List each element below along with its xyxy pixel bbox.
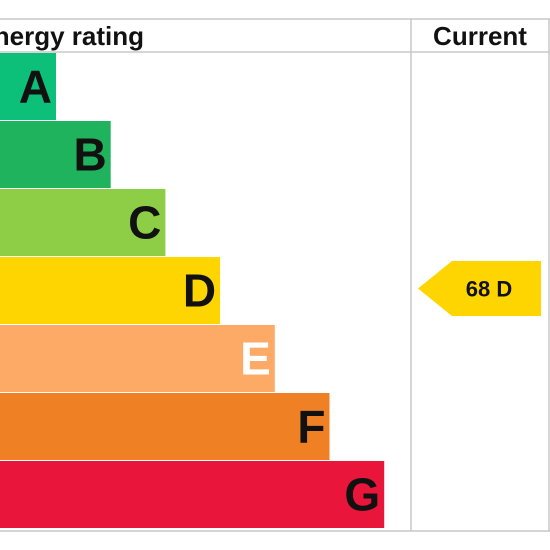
band-bar-b — [0, 121, 111, 188]
current-marker-label: 68 D — [466, 277, 512, 302]
band-letter-c: C — [128, 197, 161, 249]
band-bar-f — [0, 393, 330, 460]
band-bar-g — [0, 461, 385, 528]
band-letter-d: D — [183, 265, 216, 317]
band-letter-a: A — [19, 61, 52, 113]
band-letter-b: B — [73, 129, 106, 181]
band-letter-g: G — [344, 469, 380, 521]
chart-title: Energy rating — [0, 21, 144, 51]
band-letter-e: E — [240, 333, 271, 385]
band-bar-d — [0, 257, 221, 324]
band-bar-a — [0, 53, 56, 120]
current-column-header: Current — [433, 21, 527, 51]
current-marker-arrow — [418, 261, 541, 316]
band-letter-f: F — [297, 401, 325, 453]
current-rating-marker: 68 D — [418, 261, 541, 316]
band-bar-e — [0, 325, 275, 392]
band-bar-c — [0, 189, 166, 256]
